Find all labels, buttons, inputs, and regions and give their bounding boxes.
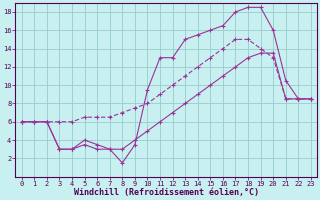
- X-axis label: Windchill (Refroidissement éolien,°C): Windchill (Refroidissement éolien,°C): [74, 188, 259, 197]
